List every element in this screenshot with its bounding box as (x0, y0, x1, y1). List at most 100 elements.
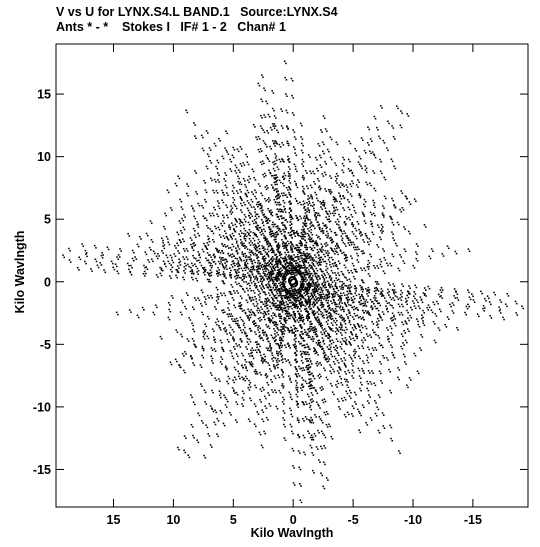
uv-point (283, 275, 286, 277)
uv-point (251, 363, 254, 365)
uv-point (117, 254, 120, 256)
uv-point (243, 218, 246, 221)
uv-point (286, 221, 289, 223)
uv-point (269, 280, 272, 282)
uv-point (234, 238, 237, 240)
uv-point (244, 247, 246, 249)
uv-point (346, 392, 349, 395)
uv-point (333, 346, 335, 349)
uv-point (332, 212, 334, 215)
uv-point (253, 206, 255, 208)
uv-point (370, 336, 373, 338)
uv-point (229, 234, 231, 236)
uv-point (69, 261, 72, 263)
uv-point (478, 315, 480, 318)
uv-point (303, 292, 305, 295)
uv-point (215, 181, 217, 183)
uv-point (257, 135, 260, 138)
uv-point (304, 305, 307, 307)
uv-point (264, 257, 267, 260)
uv-point (166, 256, 169, 259)
uv-point (297, 291, 299, 294)
uv-point (324, 255, 326, 258)
uv-point (355, 393, 357, 396)
uv-point (345, 305, 348, 308)
uv-point (324, 463, 326, 466)
uv-point (299, 240, 302, 242)
uv-point (225, 192, 228, 194)
uv-point (256, 213, 259, 216)
uv-point (314, 328, 317, 330)
uv-point (240, 318, 243, 321)
uv-point (270, 275, 273, 277)
uv-point (354, 268, 357, 271)
uv-point (326, 378, 329, 381)
uv-point (380, 291, 382, 293)
uv-point (244, 333, 246, 335)
uv-point (280, 233, 283, 235)
uv-point (325, 357, 327, 360)
uv-point (271, 269, 274, 272)
uv-point (207, 273, 210, 275)
uv-point (370, 184, 372, 187)
uv-point (165, 265, 167, 268)
uv-point (515, 312, 517, 314)
uv-point (361, 326, 364, 329)
uv-point (364, 233, 367, 235)
uv-point (257, 270, 260, 273)
uv-point (196, 267, 199, 270)
uv-point (330, 283, 333, 286)
uv-point (320, 129, 322, 131)
uv-point (291, 265, 293, 267)
uv-point (145, 232, 148, 235)
uv-point (312, 438, 315, 441)
uv-point (274, 188, 277, 190)
uv-point (201, 204, 203, 207)
uv-point (262, 129, 265, 131)
uv-point (304, 275, 306, 277)
uv-point (332, 361, 335, 363)
uv-point (308, 366, 311, 369)
uv-point (296, 307, 299, 310)
uv-point (306, 364, 308, 367)
uv-point (218, 269, 221, 271)
uv-point (211, 264, 214, 267)
uv-point (269, 244, 272, 246)
uv-point (254, 278, 256, 280)
uv-point (302, 337, 305, 340)
uv-point (221, 259, 224, 261)
uv-point (275, 291, 278, 293)
uv-point (366, 424, 369, 426)
uv-point (455, 252, 458, 255)
uv-point (192, 249, 195, 252)
uv-point (330, 315, 333, 318)
uv-point (256, 138, 259, 141)
uv-point (400, 311, 403, 314)
uv-point (266, 375, 269, 377)
y-tick-label: -10 (33, 400, 51, 414)
uv-point (397, 107, 399, 110)
uv-point (353, 318, 355, 321)
uv-point (389, 284, 391, 286)
uv-point (275, 238, 277, 241)
uv-point (301, 237, 303, 240)
uv-point (322, 432, 324, 435)
uv-point (270, 209, 272, 211)
uv-point (440, 286, 443, 289)
uv-point (311, 261, 313, 264)
uv-point (183, 258, 186, 260)
uv-point (196, 279, 199, 282)
uv-point (342, 195, 345, 197)
uv-point (223, 216, 225, 219)
uv-point (198, 414, 201, 417)
uv-point (360, 299, 362, 302)
uv-point (516, 314, 519, 316)
uv-point (278, 305, 281, 307)
uv-point (238, 344, 240, 346)
uv-point (288, 317, 290, 320)
uv-point (352, 337, 355, 340)
uv-point (362, 347, 365, 350)
uv-point (340, 317, 342, 319)
uv-point (289, 216, 291, 218)
uv-point (312, 400, 315, 402)
